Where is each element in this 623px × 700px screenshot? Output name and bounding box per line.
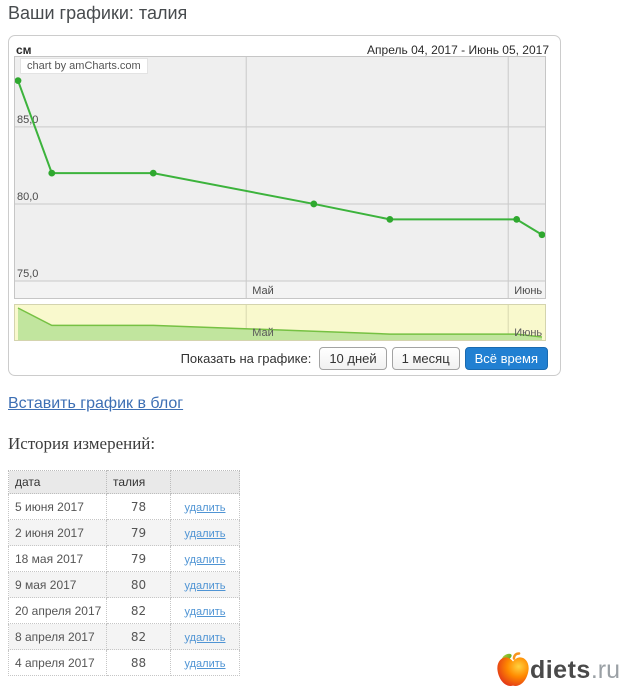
x-axis-tick-label: Май bbox=[252, 285, 274, 297]
main-chart-area: 85,0 80,0 75,0 Май Июнь chart by amCharts.co… bbox=[14, 56, 546, 299]
range-button-1[interactable]: 10 дней bbox=[319, 346, 387, 370]
measurement-value: 80 bbox=[106, 571, 171, 598]
measurement-history-table: дата талия 5 июня 2017 78 удалить 2 июня 20… bbox=[8, 470, 240, 676]
measurement-date: 5 июня 2017 bbox=[8, 493, 107, 520]
measurement-date: 4 апреля 2017 bbox=[8, 649, 107, 676]
range-buttons: 10 дней 1 месяц Всё время bbox=[319, 346, 548, 370]
measurement-action-cell: удалить bbox=[170, 493, 240, 520]
y-axis-tick-label: 85,0 bbox=[17, 114, 38, 126]
insert-chart-to-blog-link[interactable]: Вставить график в блог bbox=[8, 395, 184, 412]
measurement-value: 79 bbox=[106, 545, 171, 572]
measurement-value: 88 bbox=[106, 649, 171, 676]
measurement-value: 79 bbox=[106, 519, 171, 546]
delete-link[interactable]: удалить bbox=[184, 527, 226, 540]
measurement-action-cell: удалить bbox=[170, 571, 240, 598]
measurement-value: 78 bbox=[106, 493, 171, 520]
page-title: Ваши графики: талия bbox=[8, 3, 188, 23]
chart-scrollbar-area[interactable]: Май Июнь bbox=[14, 304, 546, 341]
range-controls-label: Показать на графике: bbox=[180, 350, 312, 366]
delete-link[interactable]: удалить bbox=[184, 501, 226, 514]
history-table-body: 5 июня 2017 78 удалить 2 июня 2017 79 удалить… bbox=[8, 493, 240, 676]
logo-text: diets bbox=[529, 655, 591, 684]
scrollbar-tick-label: Май bbox=[252, 327, 274, 339]
measurement-date: 9 мая 2017 bbox=[8, 571, 107, 598]
logo-suffix: .ru bbox=[590, 655, 620, 684]
data-point[interactable] bbox=[513, 215, 521, 223]
data-point[interactable] bbox=[310, 200, 318, 208]
measurement-date: 18 мая 2017 bbox=[8, 545, 107, 572]
y-axis-tick-label: 75,0 bbox=[17, 268, 38, 280]
data-point[interactable] bbox=[386, 215, 394, 223]
measurement-value: 82 bbox=[106, 597, 171, 624]
measurement-value: 82 bbox=[106, 623, 171, 650]
chart-range-controls: Показать на графике: 10 дней 1 месяц Всё в… bbox=[181, 346, 548, 370]
table-header-row: дата талия bbox=[8, 470, 240, 494]
measurement-date: 2 июня 2017 bbox=[8, 519, 107, 546]
data-point[interactable] bbox=[48, 169, 56, 177]
delete-link[interactable]: удалить bbox=[184, 605, 226, 618]
range-button-2[interactable]: 1 месяц bbox=[391, 346, 460, 370]
range-button-3[interactable]: Всё время bbox=[464, 346, 548, 370]
measurement-action-cell: удалить bbox=[170, 649, 240, 676]
chart-date-range: Апрель 04, 2017 - Июнь 05, 2017 bbox=[367, 43, 549, 57]
table-row: 4 апреля 2017 88 удалить bbox=[8, 649, 240, 676]
measurement-action-cell: удалить bbox=[170, 519, 240, 546]
table-row: 9 мая 2017 80 удалить bbox=[8, 571, 240, 598]
table-row: 20 апреля 2017 82 удалить bbox=[8, 597, 240, 624]
chart-scrollbar-preview[interactable]: Май Июнь bbox=[14, 304, 546, 341]
measurement-action-cell: удалить bbox=[170, 597, 240, 624]
data-point[interactable] bbox=[538, 231, 546, 239]
delete-link[interactable]: удалить bbox=[184, 553, 226, 566]
col-header-date: дата bbox=[8, 470, 107, 494]
y-axis-tick-label: 80,0 bbox=[17, 191, 38, 203]
table-row: 5 июня 2017 78 удалить bbox=[8, 493, 240, 520]
x-axis-tick-label: Июнь bbox=[514, 285, 542, 297]
measurement-action-cell: удалить bbox=[170, 545, 240, 572]
waist-line-chart[interactable]: 85,0 80,0 75,0 Май Июнь bbox=[14, 56, 546, 299]
apple-icon bbox=[497, 652, 529, 686]
table-row: 2 июня 2017 79 удалить bbox=[8, 519, 240, 546]
table-row: 18 мая 2017 79 удалить bbox=[8, 545, 240, 572]
measurement-date: 20 апреля 2017 bbox=[8, 597, 107, 624]
data-point[interactable] bbox=[149, 169, 157, 177]
col-header-value: талия bbox=[106, 470, 171, 494]
delete-link[interactable]: удалить bbox=[184, 631, 226, 644]
diets-logo: diets .ru bbox=[496, 651, 620, 689]
scrollbar-tick-label: Июнь bbox=[514, 327, 542, 339]
table-row: 8 апреля 2017 82 удалить bbox=[8, 623, 240, 650]
history-title: История измерений: bbox=[8, 434, 156, 453]
chart-panel: см Апрель 04, 2017 - Июнь 05, 2017 85,0 8… bbox=[8, 35, 561, 376]
col-header-action bbox=[170, 470, 240, 494]
y-axis-unit-label: см bbox=[16, 43, 32, 57]
measurement-date: 8 апреля 2017 bbox=[8, 623, 107, 650]
delete-link[interactable]: удалить bbox=[184, 579, 226, 592]
delete-link[interactable]: удалить bbox=[184, 657, 226, 670]
amcharts-watermark: chart by amCharts.com bbox=[20, 58, 148, 74]
measurement-action-cell: удалить bbox=[170, 623, 240, 650]
data-point[interactable] bbox=[14, 77, 22, 85]
